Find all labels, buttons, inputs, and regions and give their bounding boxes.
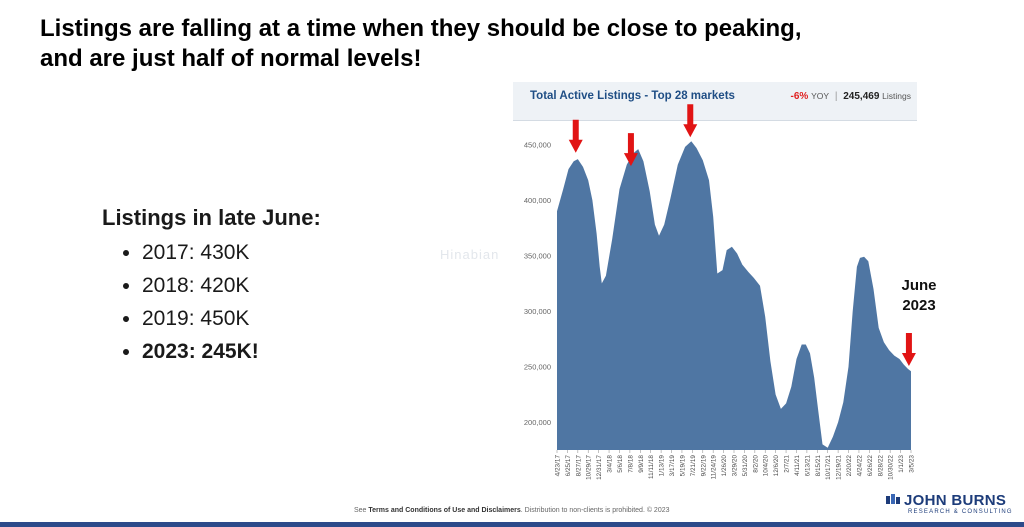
x-tick-label: 8/28/22 — [877, 455, 884, 477]
bullets-heading: Listings in late June: — [102, 205, 321, 230]
bullet-item: 2017: 430K — [142, 240, 259, 266]
x-tick-label: 10/30/22 — [888, 455, 895, 480]
y-tick-label: 300,000 — [524, 307, 551, 316]
x-tick-label: 11/24/19 — [711, 455, 718, 480]
current-listings-value: 245,469 — [843, 91, 880, 102]
x-tick-label: 12/6/20 — [773, 455, 780, 477]
x-tick-label: 3/17/19 — [669, 455, 676, 477]
x-tick-label: 11/11/18 — [648, 455, 655, 479]
y-tick-label: 450,000 — [524, 141, 551, 150]
y-tick-label: 200,000 — [524, 418, 551, 427]
y-tick-label: 400,000 — [524, 196, 551, 205]
x-tick-label: 8/2/20 — [752, 455, 759, 473]
peak-arrow-icon — [568, 119, 583, 153]
x-tick-label: 4/24/22 — [856, 455, 863, 477]
arrow-shape — [901, 332, 916, 366]
x-tick-label: 3/4/18 — [607, 455, 614, 473]
x-tick-label: 2/7/21 — [784, 455, 791, 473]
slide-title-line-2: and are just half of normal levels! — [40, 45, 422, 72]
logo-mark-icon — [886, 494, 900, 504]
x-tick-label: 7/21/19 — [690, 455, 697, 477]
x-tick-label: 8/27/17 — [575, 455, 582, 477]
x-tick-label: 9/9/18 — [638, 455, 645, 473]
x-tick-label: 1/26/20 — [721, 455, 728, 477]
chart-stats: -6% YOY | 245,469 Listings — [791, 91, 911, 102]
annotation-year: 2023 — [902, 297, 936, 314]
terms-link[interactable]: Terms and Conditions of Use and Disclaim… — [368, 507, 521, 514]
logo-name: JOHN BURNS — [886, 492, 1013, 509]
x-tick-label: 7/8/18 — [627, 455, 634, 473]
bullet-item: 2018: 420K — [142, 273, 259, 299]
x-tick-label: 4/23/17 — [555, 455, 562, 477]
x-tick-label: 3/5/23 — [909, 455, 916, 473]
current-listings-label: Listings — [882, 91, 911, 101]
arrow-shape — [568, 119, 583, 153]
y-tick-label: 350,000 — [524, 252, 551, 261]
x-tick-label: 5/6/18 — [617, 455, 624, 473]
logo-tagline: RESEARCH & CONSULTING — [908, 509, 1013, 515]
arrow-shape — [623, 133, 638, 167]
yoy-change: -6% — [790, 91, 809, 102]
chart-header-panel: Total Active Listings - Top 28 markets -… — [513, 82, 917, 121]
john-burns-logo: JOHN BURNS RESEARCH & CONSULTING — [886, 492, 1013, 515]
x-tick-label: 5/19/19 — [679, 455, 686, 477]
slide-title: Listings are falling at a time when they… — [40, 14, 980, 74]
x-tick-label: 2/20/22 — [846, 455, 853, 477]
peak-arrow-icon — [901, 332, 916, 366]
y-tick-label: 250,000 — [524, 363, 551, 372]
footer-disclaimer: See Terms and Conditions of Use and Disc… — [354, 507, 670, 514]
x-tick-label: 12/31/17 — [596, 455, 603, 480]
yoy-label: YOY — [811, 91, 830, 101]
bottom-accent-bar — [0, 522, 1024, 527]
x-tick-label: 8/15/21 — [815, 455, 822, 477]
watermark-text: Hinabian — [440, 247, 500, 262]
arrow-shape — [683, 104, 698, 138]
x-tick-label: 6/26/22 — [867, 455, 874, 477]
slide-title-line-1: Listings are falling at a time when they… — [40, 15, 802, 42]
logo-name-text: JOHN BURNS — [904, 492, 1007, 509]
chart-title: Total Active Listings - Top 28 markets — [530, 90, 735, 102]
x-tick-label: 5/31/20 — [742, 455, 749, 477]
x-tick-label: 9/22/19 — [700, 455, 707, 477]
x-tick-label: 1/13/19 — [659, 455, 666, 477]
june-2023-annotation: June 2023 — [896, 276, 942, 316]
listings-area — [557, 141, 911, 451]
x-tick-label: 12/19/21 — [836, 455, 843, 480]
x-tick-label: 10/4/20 — [763, 455, 770, 477]
x-tick-label: 10/29/17 — [586, 455, 593, 480]
x-tick-label: 3/29/20 — [732, 455, 739, 477]
bullet-item: 2019: 450K — [142, 306, 259, 332]
x-tick-label: 10/17/21 — [825, 455, 832, 480]
x-tick-label: 6/13/21 — [804, 455, 811, 477]
bullet-item: 2023: 245K! — [142, 339, 259, 365]
footer-prefix: See — [354, 507, 369, 514]
stats-divider: | — [834, 91, 838, 102]
x-tick-label: 6/25/17 — [565, 455, 572, 477]
annotation-month: June — [901, 277, 937, 294]
bullet-list: 2017: 430K 2018: 420K 2019: 450K 2023: 245K… — [118, 240, 259, 372]
peak-arrow-icon — [683, 104, 698, 138]
x-tick-label: 4/11/21 — [794, 455, 801, 476]
peak-arrow-icon — [623, 133, 638, 167]
x-tick-label: 1/1/23 — [898, 455, 905, 473]
footer-suffix: . Distribution to non-clients is prohibi… — [520, 507, 670, 514]
